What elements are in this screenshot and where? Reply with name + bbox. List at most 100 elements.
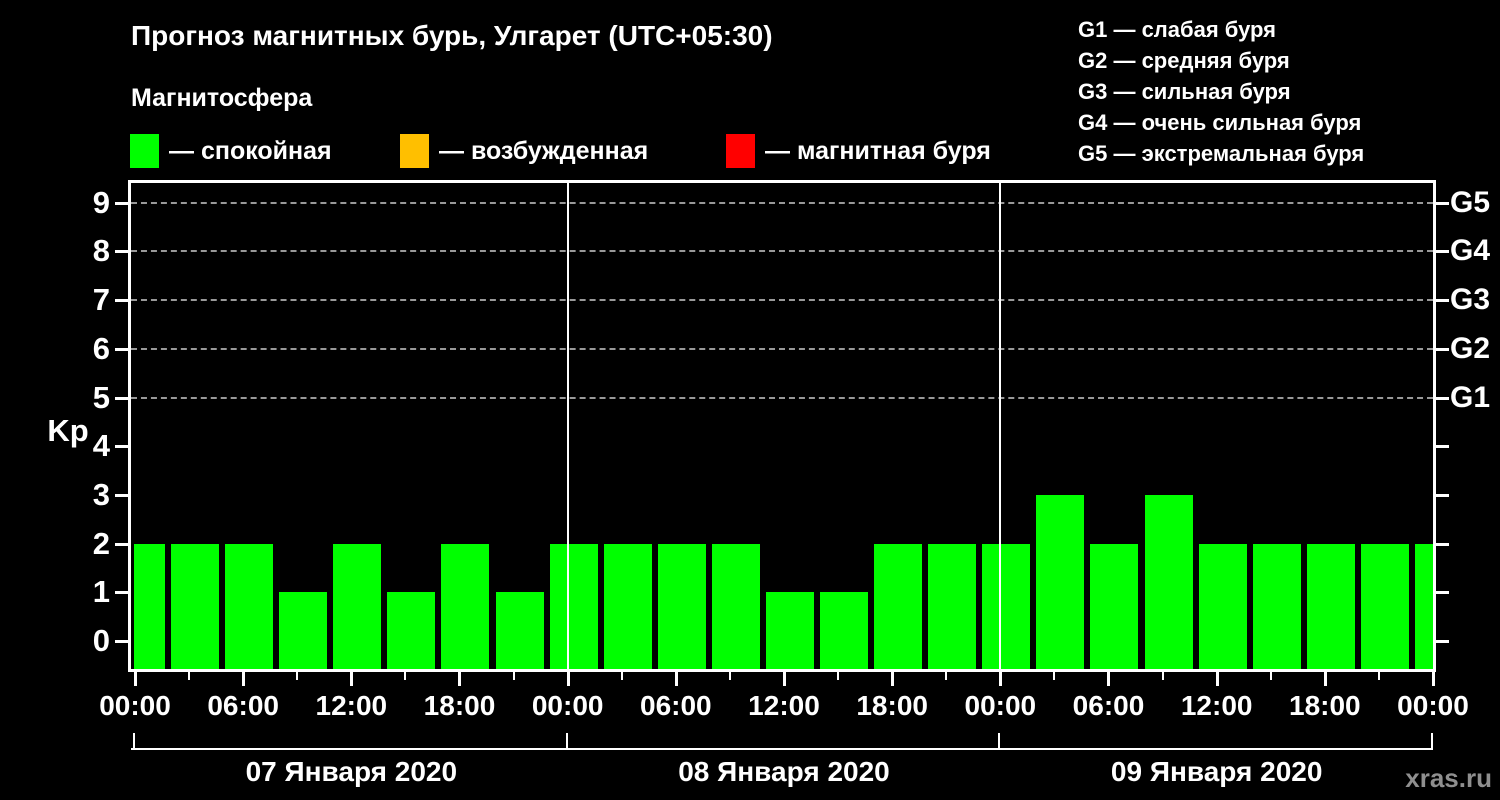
y-tick-left bbox=[115, 250, 128, 254]
y-tick-left bbox=[115, 299, 128, 303]
chart-subtitle: Магнитосфера bbox=[131, 84, 313, 112]
x-tick-label: 06:00 bbox=[207, 690, 279, 721]
x-tick bbox=[512, 672, 515, 680]
y-grid-line bbox=[131, 396, 1433, 399]
plot-area bbox=[128, 180, 1436, 672]
y-tick-label: 2 bbox=[92, 525, 110, 561]
y-tick-right bbox=[1436, 299, 1449, 303]
kp-bar bbox=[441, 543, 490, 669]
y-tick-right bbox=[1436, 542, 1449, 546]
x-tick-label: 12:00 bbox=[748, 690, 820, 721]
kp-bar bbox=[1090, 543, 1139, 669]
y-tick-left bbox=[115, 542, 128, 546]
activity-legend: — спокойная — возбужденная — магнитная б… bbox=[0, 133, 1100, 169]
y-grid-line bbox=[131, 299, 1433, 302]
g-level-label: G1 bbox=[1450, 380, 1491, 414]
x-tick bbox=[945, 672, 948, 680]
x-tick bbox=[1215, 672, 1219, 686]
y-tick-left bbox=[115, 445, 128, 449]
storm-scale-item-g4: G4 — очень сильная буря bbox=[1078, 110, 1362, 135]
x-tick bbox=[1107, 672, 1111, 686]
y-tick-right bbox=[1436, 445, 1449, 449]
kp-bar bbox=[1306, 543, 1355, 669]
storm-scale-item-g1: G1 — слабая буря bbox=[1078, 17, 1277, 42]
kp-bar bbox=[874, 543, 923, 669]
x-tick bbox=[566, 672, 570, 686]
legend-item-quiet: — спокойная bbox=[130, 133, 332, 169]
x-tick bbox=[296, 672, 299, 680]
y-tick-label: 1 bbox=[92, 574, 110, 610]
kp-bar bbox=[928, 543, 977, 669]
y-tick-label: 8 bbox=[92, 233, 110, 269]
x-tick-label: 00:00 bbox=[531, 690, 604, 721]
g-level-label: G4 bbox=[1450, 234, 1491, 268]
x-tick bbox=[782, 672, 786, 686]
date-axis-tick bbox=[1430, 733, 1433, 748]
kp-axis-title: Kp bbox=[47, 413, 89, 448]
kp-bar bbox=[495, 592, 544, 669]
watermark-xras: xras.ru bbox=[1405, 763, 1492, 793]
x-tick-label: 18:00 bbox=[856, 690, 928, 721]
kp-bar bbox=[1144, 494, 1193, 669]
x-tick bbox=[837, 672, 840, 680]
y-tick-label: 7 bbox=[92, 282, 110, 318]
x-tick-label: 00:00 bbox=[964, 690, 1037, 721]
y-tick-right bbox=[1436, 591, 1449, 595]
y-tick-left bbox=[115, 396, 128, 400]
legend-label-excited: — возбужденная bbox=[439, 136, 649, 165]
date-axis-tick bbox=[998, 733, 1001, 748]
y-tick-left bbox=[115, 347, 128, 351]
x-tick-label: 12:00 bbox=[315, 690, 388, 721]
date-label: 09 Января 2020 bbox=[1110, 756, 1323, 787]
x-tick bbox=[1053, 672, 1056, 680]
storm-swatch-icon bbox=[726, 134, 755, 168]
date-axis-tick bbox=[565, 733, 568, 748]
x-tick bbox=[620, 672, 623, 680]
y-grid-line bbox=[131, 250, 1433, 253]
x-tick bbox=[1377, 672, 1380, 680]
y-tick-label: 4 bbox=[92, 428, 110, 464]
x-tick bbox=[728, 672, 731, 680]
x-tick bbox=[134, 672, 137, 686]
x-tick bbox=[188, 672, 191, 680]
kp-bar bbox=[1414, 543, 1433, 669]
storm-scale-item-g5: G5 — экстремальная буря bbox=[1078, 141, 1365, 166]
kp-bar bbox=[134, 543, 165, 669]
y-tick-right bbox=[1436, 493, 1449, 497]
kp-bar bbox=[1198, 543, 1247, 669]
storm-scale-legend: G1 — слабая буря G2 — средняя буря G3 — … bbox=[1078, 14, 1364, 169]
page-title: Прогноз магнитных бурь, Улгарет (UTC+05:… bbox=[131, 20, 773, 51]
kp-bar bbox=[171, 543, 220, 669]
y-tick-label: 6 bbox=[92, 330, 110, 366]
y-tick-right bbox=[1436, 250, 1449, 254]
y-tick-label: 0 bbox=[92, 623, 110, 658]
legend-label-storm: — магнитная буря bbox=[765, 136, 991, 165]
x-tick bbox=[1161, 672, 1164, 680]
date-axis-line bbox=[131, 748, 1433, 750]
kp-bar bbox=[603, 543, 652, 669]
excited-swatch-icon bbox=[400, 134, 429, 168]
x-tick bbox=[458, 672, 462, 686]
y-tick-right bbox=[1436, 640, 1449, 643]
date-label: 08 Января 2020 bbox=[678, 756, 890, 787]
kp-bar bbox=[711, 543, 760, 669]
x-tick-label: 18:00 bbox=[423, 690, 496, 721]
x-tick bbox=[674, 672, 678, 686]
x-tick bbox=[891, 672, 895, 686]
y-tick-left bbox=[115, 201, 128, 205]
kp-bar bbox=[387, 592, 436, 669]
x-tick-label: 00:00 bbox=[1397, 690, 1469, 721]
storm-scale-item-g3: G3 — сильная буря bbox=[1078, 79, 1291, 104]
legend-label-quiet: — спокойная bbox=[169, 136, 332, 165]
kp-bar bbox=[1252, 543, 1301, 669]
kp-bar bbox=[225, 543, 274, 669]
legend-item-excited: — возбужденная bbox=[400, 133, 648, 169]
y-tick-left bbox=[115, 493, 128, 497]
x-tick bbox=[350, 672, 354, 686]
y-tick-label: 9 bbox=[92, 184, 110, 220]
y-tick-label: 3 bbox=[92, 476, 110, 512]
day-boundary-line bbox=[566, 183, 569, 669]
x-tick bbox=[1431, 672, 1435, 686]
